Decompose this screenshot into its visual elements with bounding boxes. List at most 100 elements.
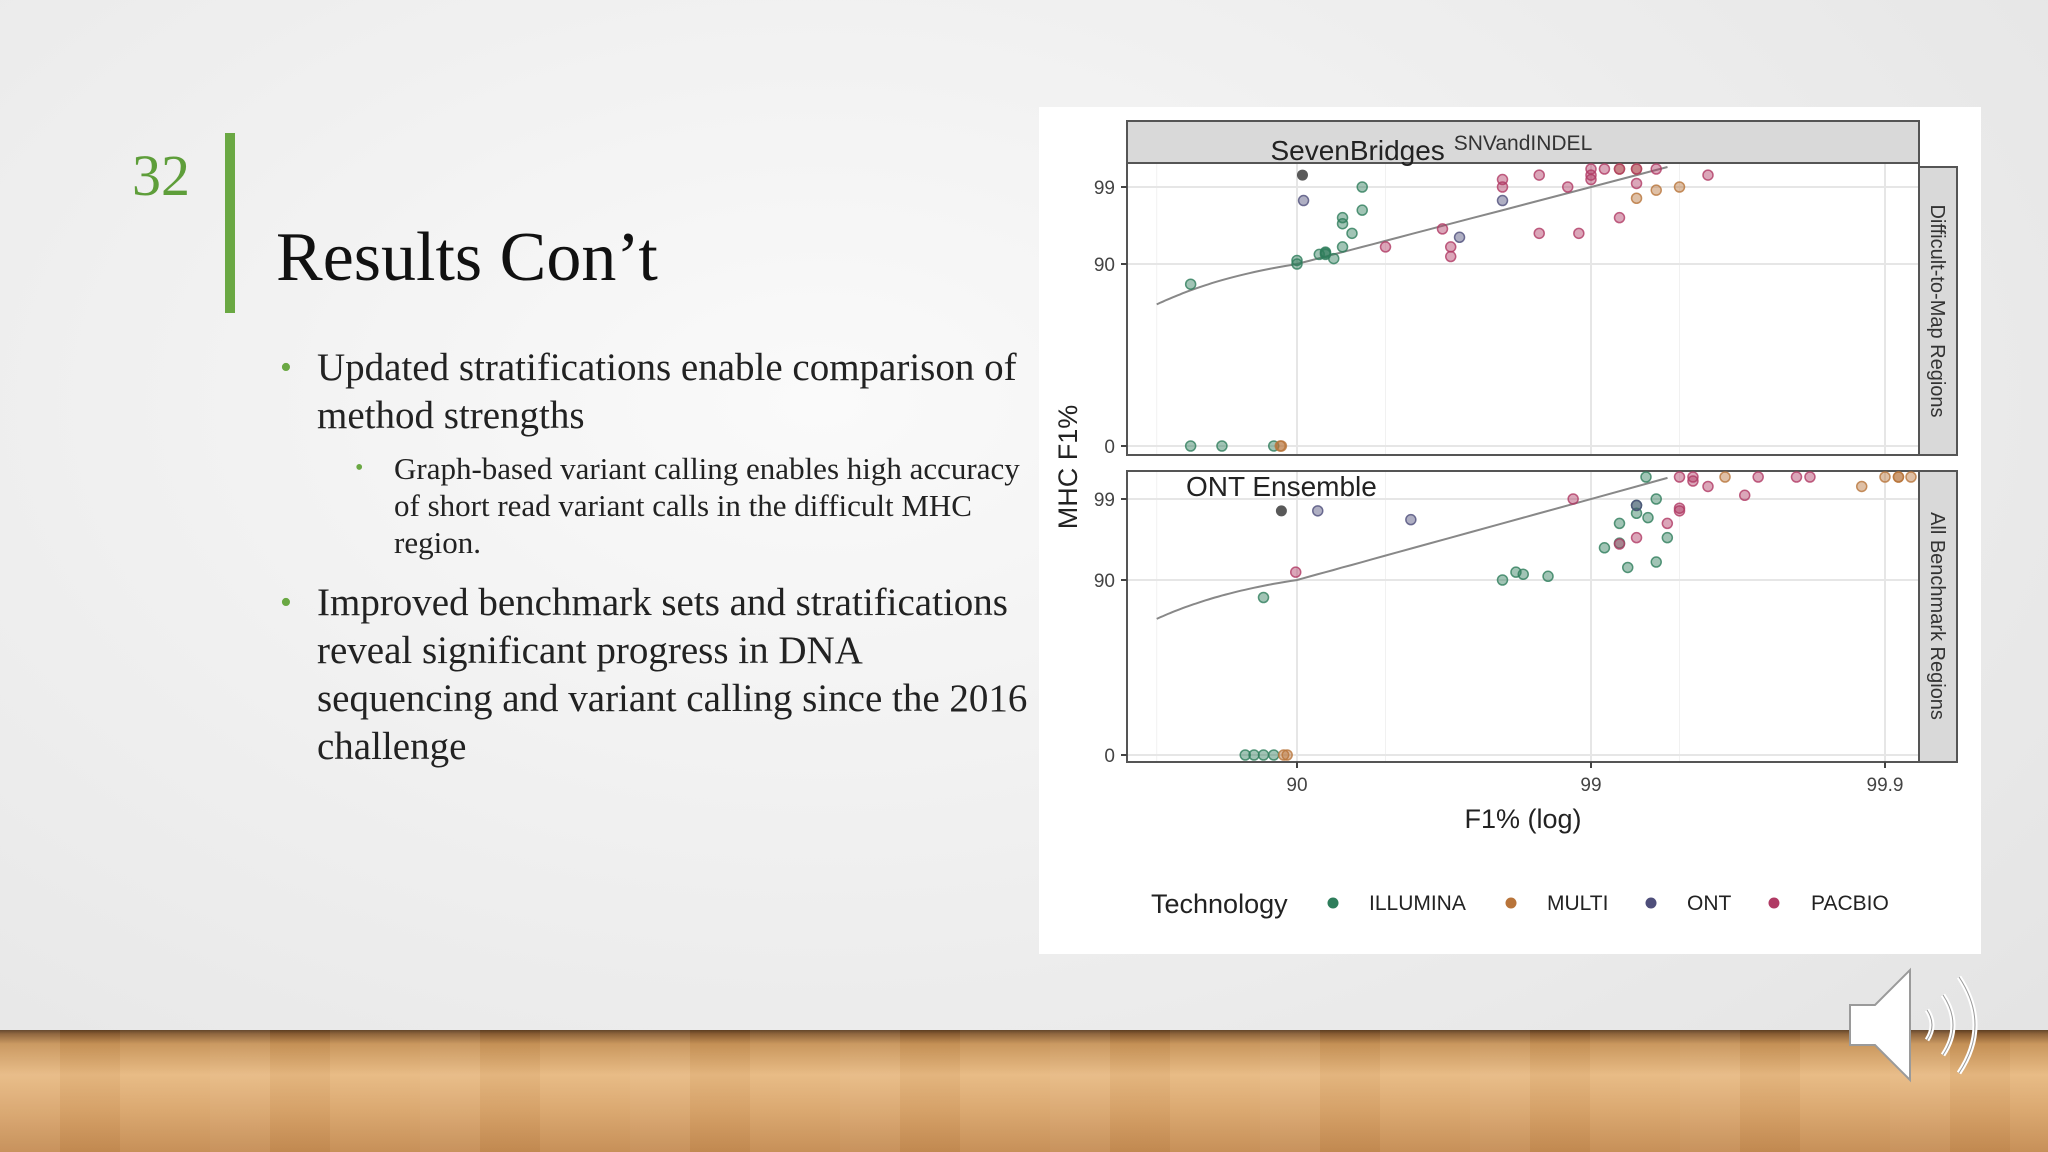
legend-title: Technology — [1151, 889, 1288, 919]
data-point-illumina — [1356, 181, 1368, 193]
legend-label-multi: MULTI — [1547, 892, 1608, 915]
x-axis-title: F1% (log) — [1464, 804, 1581, 834]
data-point-illumina — [1184, 440, 1197, 452]
data-point-pacbio — [1613, 538, 1626, 550]
data-point-pacbio — [1673, 502, 1686, 514]
data-point-pacbio — [1687, 471, 1699, 483]
data-point-pacbio — [1533, 169, 1545, 181]
data-point-illumina — [1267, 749, 1280, 761]
data-point-illumina — [1642, 511, 1654, 524]
data-point-illumina — [1650, 493, 1662, 505]
accent-bar — [225, 133, 235, 313]
data-point-illumina — [1184, 278, 1197, 290]
sub-bullet-item: Graph-based variant calling enables high… — [280, 450, 1040, 561]
data-point-illumina — [1613, 517, 1626, 530]
annotated-point — [1296, 169, 1308, 181]
data-point-pacbio — [1598, 163, 1611, 175]
y-tick-label: 0 — [1104, 746, 1115, 767]
data-point-pacbio — [1661, 517, 1674, 530]
bullet-item: Improved benchmark sets and stratificati… — [280, 579, 1040, 771]
data-point-pacbio — [1630, 531, 1643, 544]
data-point-pacbio — [1379, 241, 1392, 253]
legend-swatch-multi — [1505, 897, 1517, 909]
data-point-pacbio — [1804, 471, 1816, 483]
y-tick-label: 0 — [1104, 437, 1115, 458]
data-point-pacbio — [1673, 471, 1686, 483]
annotation-label: SevenBridges — [1270, 135, 1444, 166]
panel-bottom-frame — [1126, 470, 1920, 763]
data-point-multi — [1673, 181, 1686, 193]
data-point-pacbio — [1702, 169, 1714, 181]
facet-strip-right-bottom-label: All Benchmark Regions — [1926, 512, 1948, 720]
y-tick-label: 99 — [1094, 178, 1115, 199]
data-point-illumina — [1346, 227, 1358, 240]
data-point-pacbio — [1567, 493, 1579, 505]
y-axis-title: MHC F1% — [1053, 405, 1083, 530]
annotated-point — [1275, 505, 1287, 517]
data-point-multi — [1281, 749, 1293, 761]
data-point-illumina — [1661, 531, 1674, 544]
data-point-ont — [1453, 231, 1466, 244]
data-point-pacbio — [1687, 475, 1699, 487]
data-point-multi — [1879, 471, 1891, 483]
x-tick-label: 99 — [1580, 775, 1601, 796]
slide-title: Results Con’t — [276, 219, 658, 296]
data-point-illumina — [1327, 252, 1340, 265]
data-point-ont — [1496, 194, 1509, 207]
data-point-pacbio — [1630, 163, 1643, 175]
data-point-pacbio — [1444, 250, 1457, 263]
data-point-pacbio — [1613, 211, 1626, 224]
data-point-illumina — [1257, 749, 1270, 761]
chart-panel: SNVandINDEL Difficult-to-Map Regions All… — [1039, 107, 1981, 954]
data-point-multi — [1719, 471, 1731, 483]
data-point-illumina — [1257, 591, 1270, 604]
diagonal-line-layer — [1156, 166, 1668, 620]
data-point-illumina — [1248, 749, 1260, 761]
data-point-illumina — [1239, 749, 1251, 761]
data-point-ont — [1312, 505, 1324, 517]
facet-strip-right-top — [1918, 166, 1958, 456]
data-point-pacbio — [1752, 471, 1764, 483]
legend-label-ont: ONT — [1687, 892, 1732, 915]
x-tick-label: 99.9 — [1867, 775, 1904, 796]
legend: Technology ILLUMINA MULTI ONT PACBIO — [1151, 889, 1889, 919]
data-point-illumina — [1291, 254, 1303, 267]
data-point-pacbio — [1289, 566, 1302, 578]
data-point-multi — [1892, 471, 1905, 483]
x-tick-label: 90 — [1286, 775, 1307, 796]
data-point-illumina — [1598, 542, 1611, 554]
y-tick-label: 99 — [1094, 490, 1115, 511]
y-tick-label: 90 — [1094, 255, 1115, 276]
data-point-illumina — [1336, 211, 1349, 224]
data-point-illumina — [1510, 566, 1522, 578]
data-point-pacbio — [1561, 181, 1574, 193]
data-point-pacbio — [1738, 489, 1751, 502]
data-point-pacbio — [1630, 177, 1643, 190]
data-point-pacbio — [1496, 173, 1509, 186]
data-point-multi — [1630, 192, 1643, 205]
data-point-pacbio — [1702, 480, 1714, 493]
scatter-chart: SNVandINDEL Difficult-to-Map Regions All… — [1053, 120, 1958, 919]
facet-strip-top-label: SNVandINDEL — [1454, 132, 1593, 155]
data-point-illumina — [1640, 471, 1652, 483]
data-point-ont — [1405, 513, 1417, 526]
data-point-illumina — [1630, 507, 1643, 520]
speaker-icon[interactable] — [1845, 965, 2005, 1085]
legend-label-pacbio: PACBIO — [1811, 892, 1889, 915]
grid-layer — [1128, 164, 1918, 761]
data-point-ont — [1297, 194, 1310, 207]
panel-top-frame — [1126, 162, 1920, 456]
data-point-pacbio — [1533, 227, 1545, 240]
wood-grain — [0, 1030, 2048, 1152]
slide-number: 32 — [132, 143, 190, 208]
y-tick-label: 90 — [1094, 571, 1115, 592]
data-point-multi — [1650, 184, 1662, 196]
annotation-label: ONT Ensemble — [1186, 471, 1377, 502]
data-point-illumina — [1650, 556, 1662, 568]
data-point-illumina — [1313, 248, 1326, 261]
tick-layer: 0 90 99 0 90 99 90 99 99.9 — [1094, 178, 1904, 796]
data-point-multi — [1277, 749, 1290, 761]
diagonal-line — [1156, 166, 1668, 306]
wood-floor — [0, 1030, 2048, 1152]
facet-strip-right-bottom — [1918, 470, 1958, 763]
